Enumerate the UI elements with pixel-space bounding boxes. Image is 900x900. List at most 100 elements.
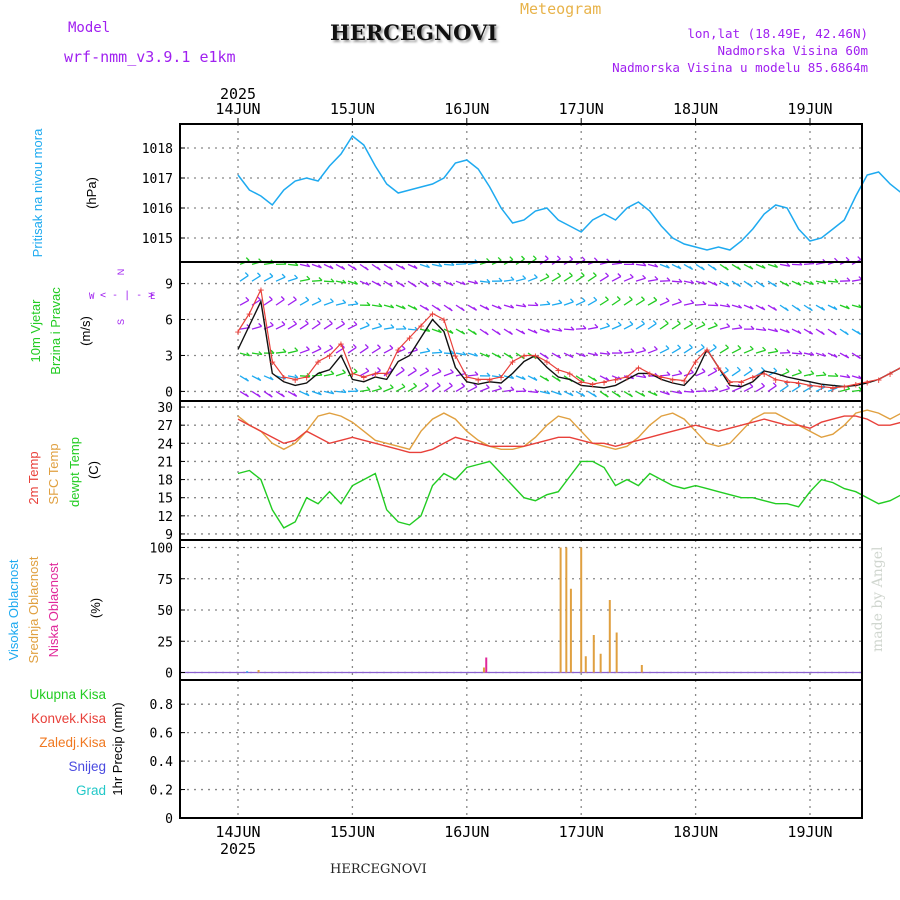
bottom-date-label: 14JUN: [215, 823, 260, 841]
wind-direction-arrowhead: [664, 320, 669, 324]
wind-direction-arrow: [503, 389, 514, 393]
wind-direction-arrowhead: [702, 387, 707, 392]
wind-direction-arrowhead: [245, 296, 250, 301]
wind-direction-arrowhead: [786, 349, 791, 354]
location-info: lon,lat (18.49E, 42.46N) Nadmorska Visin…: [612, 25, 868, 76]
wind-direction-arrowhead: [558, 327, 563, 332]
wind-gust-marker: +: [749, 371, 756, 384]
wind-direction-arrow: [383, 326, 394, 330]
wind-speed-line: [237, 299, 900, 389]
wind-direction-arrow: [347, 303, 359, 306]
wind-direction-arrowhead: [748, 283, 753, 288]
wind-direction-arrowhead: [557, 354, 562, 359]
wind-direction-arrowhead: [568, 272, 573, 277]
wind-direction-arrow: [803, 352, 814, 356]
wind-gust-marker: +: [475, 373, 482, 386]
wind-gust-marker: +: [864, 376, 871, 389]
wind-direction-arrowhead: [510, 304, 515, 309]
wind-direction-arrowhead: [592, 393, 597, 398]
wind-direction-arrowhead: [401, 305, 406, 310]
wind-direction-arrow: [623, 298, 633, 306]
wind-direction-arrowhead: [594, 323, 599, 328]
wind-direction-arrowhead: [857, 330, 861, 335]
wind-direction-arrowhead: [774, 347, 779, 352]
wind-direction-arrow: [239, 299, 250, 306]
wind-direction-arrow: [515, 304, 526, 308]
wind-direction-arrow: [395, 348, 406, 354]
wind-direction-arrowhead: [678, 278, 683, 283]
wind-direction-arrow: [575, 300, 586, 306]
wind-direction-arrowhead: [810, 370, 815, 375]
wind-direction-arrowhead: [257, 272, 261, 277]
cloud-bar-mid: [580, 547, 583, 673]
wind-direction-arrowhead: [677, 265, 682, 270]
wind-direction-arrow: [503, 304, 514, 309]
wind-direction-arrow: [803, 262, 815, 266]
panel-frame: [179, 400, 863, 541]
wind-direction-arrowhead: [606, 350, 611, 355]
wind-direction-arrowhead: [689, 320, 694, 325]
wind-direction-arrowhead: [485, 306, 490, 311]
wind-direction-arrowhead: [330, 390, 335, 395]
wind-direction-arrowhead: [354, 280, 358, 285]
wind-direction-arrow: [431, 385, 441, 392]
wind-direction-arrow: [731, 327, 743, 330]
wind-direction-arrowhead: [846, 277, 851, 282]
bottom-date-label: 18JUN: [673, 823, 718, 841]
top-date-label: 17JUN: [559, 100, 604, 118]
wind-direction-arrow: [287, 375, 298, 379]
cloud-bar-mid: [615, 632, 618, 673]
wind-direction-arrow: [779, 263, 790, 267]
wind-direction-arrowhead: [702, 300, 707, 305]
wind-direction-arrowhead: [845, 354, 850, 359]
wind-direction-arrow: [539, 328, 550, 333]
wind-direction-arrow: [539, 303, 551, 306]
wind-gust-marker: +: [852, 378, 859, 391]
wind-direction-arrowhead: [365, 367, 370, 372]
wind-direction-arrowhead: [546, 328, 550, 333]
wind-direction-arrowhead: [329, 265, 334, 270]
wind-gust-marker: +: [727, 376, 734, 389]
wind-direction-arrow: [359, 389, 370, 393]
wind-direction-arrowhead: [376, 266, 381, 271]
wind-direction-arrowhead: [844, 331, 849, 336]
wind-direction-arrow: [371, 304, 382, 308]
wind-direction-arrow: [323, 347, 333, 354]
wind-direction-arrow: [443, 371, 454, 377]
wind-direction-arrowhead: [401, 265, 406, 270]
wind-direction-arrowhead: [317, 297, 322, 302]
wind-direction-arrowhead: [712, 344, 717, 348]
wind-direction-arrowhead: [713, 322, 718, 326]
wind-direction-arrowhead: [785, 368, 790, 373]
wind-direction-arrowhead: [533, 376, 538, 381]
wind-gust-marker: +: [383, 367, 390, 380]
wind-direction-arrow: [743, 369, 753, 377]
wind-direction-arrowhead: [810, 351, 815, 356]
wind-direction-arrowhead: [642, 274, 647, 279]
wind-direction-arrowhead: [714, 386, 719, 391]
wind-gust-marker: +: [395, 343, 402, 356]
wind-gust-marker: +: [589, 378, 596, 391]
wind-direction-arrowhead: [294, 374, 299, 379]
wind-direction-arrow: [275, 351, 287, 354]
wind-direction-arrow: [707, 370, 718, 377]
wind-direction-arrow: [839, 388, 850, 393]
wind-direction-arrow: [323, 373, 334, 377]
wind-direction-arrow: [383, 347, 394, 354]
wind-direction-arrowhead: [352, 266, 357, 271]
wind-direction-arrowhead: [628, 296, 633, 300]
wind-direction-arrowhead: [678, 389, 683, 394]
wind-direction-arrowhead: [448, 307, 453, 312]
wind-direction-arrow: [815, 352, 826, 357]
wind-gust-marker: +: [303, 371, 310, 384]
wind-direction-arrowhead: [569, 353, 574, 358]
wind-direction-arrow: [347, 280, 358, 285]
wind-direction-arrowhead: [617, 273, 622, 277]
wind-direction-arrow: [335, 390, 347, 394]
bottom-date-label: 19JUN: [787, 823, 832, 841]
legend-total-rain: Ukupna Kisa: [29, 687, 106, 702]
footer-title: HERCEGNOVI: [330, 862, 427, 877]
wind-direction-arrowhead: [760, 283, 765, 288]
pressure-axis-title: Pritisak na nivou mora: [30, 128, 45, 257]
